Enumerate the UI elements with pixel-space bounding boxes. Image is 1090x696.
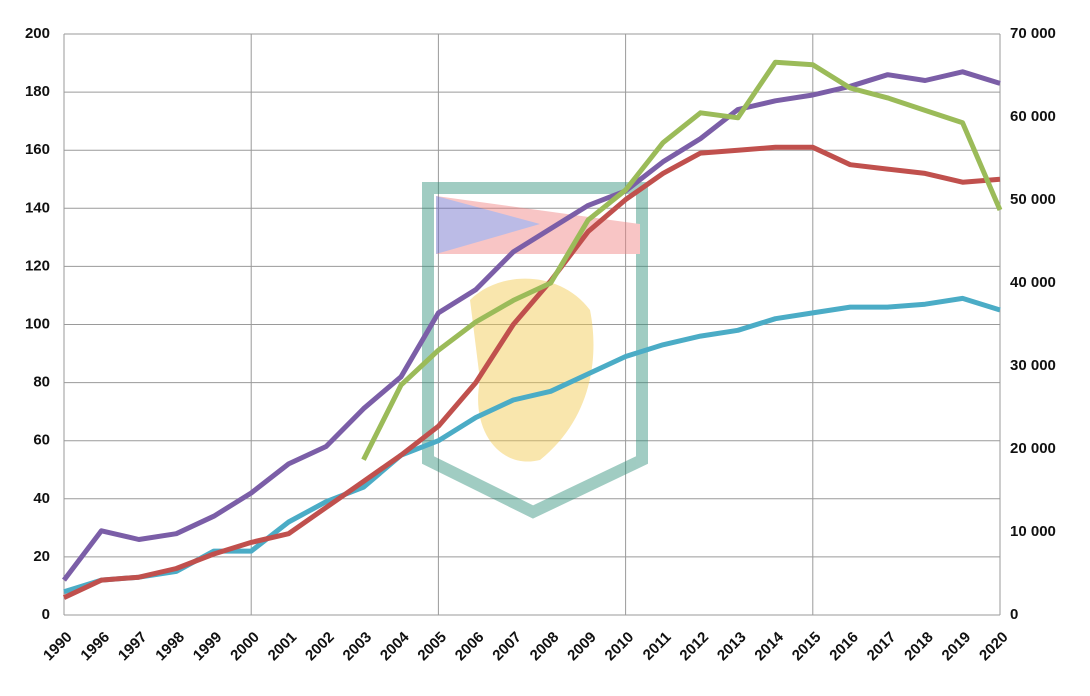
y2-tick-label: 0 [1010,606,1018,623]
y-tick-label: 60 [33,432,50,449]
y-tick-label: 140 [25,199,50,216]
y-tick-label: 0 [42,606,50,623]
x-tick-label: 2004 [377,628,413,664]
y2-tick-label: 60 000 [1010,108,1056,125]
grid [63,33,1001,616]
x-tick-label: 2002 [302,629,338,665]
x-tick-label: 1998 [152,629,188,665]
x-tick-label: 2006 [452,629,488,665]
series-line [62,69,1001,582]
x-tick-label: 1997 [115,629,151,665]
x-tick-label: 2008 [527,629,563,665]
x-tick-label: 2015 [789,629,825,665]
x-tick-label: 2019 [939,629,975,665]
series-line [62,144,1001,600]
x-tick-label: 2018 [901,629,937,665]
y-tick-label: 160 [25,141,50,158]
x-tick-label: 2003 [340,629,376,665]
x-tick-label: 2012 [676,629,712,665]
x-tick-label: 1990 [40,629,76,665]
y-tick-label: 100 [25,315,50,332]
x-tick-label: 2020 [976,629,1012,665]
y2-tick-label: 30 000 [1010,357,1056,374]
x-tick-label: 2005 [414,629,450,665]
y2-tick-label: 70 000 [1010,25,1056,42]
x-tick-label: 2001 [265,629,301,665]
x-tick-label: 2011 [640,629,675,664]
y-tick-label: 120 [25,257,50,274]
x-tick-label: 2010 [602,629,638,665]
y-tick-label: 200 [25,25,50,42]
y2-tick-label: 20 000 [1010,440,1056,457]
x-tick-label: 2017 [864,629,900,665]
series-line [361,59,1003,461]
watermark [422,182,648,519]
y-tick-label: 80 [33,374,50,391]
y-tick-label: 40 [33,490,50,507]
x-tick-label: 2016 [826,629,862,665]
x-tick-label: 2007 [489,629,525,665]
y2-tick-label: 10 000 [1010,523,1056,540]
x-tick-label: 1996 [77,629,113,665]
x-tick-label: 2013 [714,629,750,665]
y-tick-label: 180 [25,83,50,100]
y2-tick-label: 40 000 [1010,274,1056,291]
x-tick-label: 2000 [227,629,263,665]
x-tick-label: 2014 [751,628,787,664]
y2-tick-label: 50 000 [1010,191,1056,208]
x-tick-label: 2009 [564,629,600,665]
y-tick-label: 20 [33,548,50,565]
x-tick-label: 1999 [190,629,226,665]
